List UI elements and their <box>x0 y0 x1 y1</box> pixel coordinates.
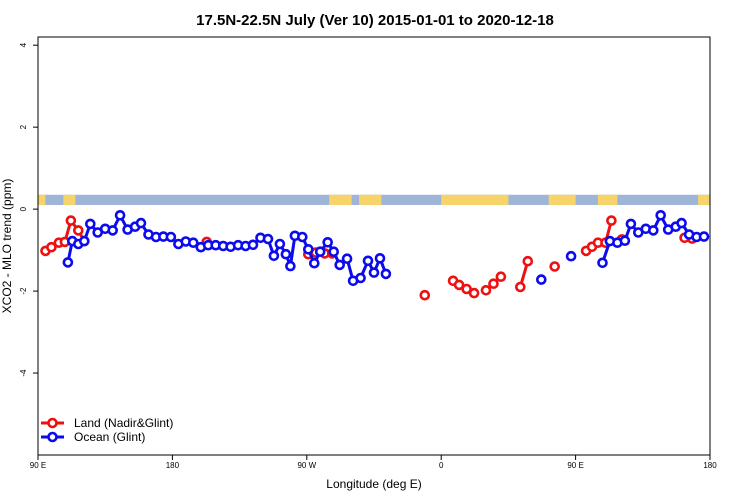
y-tick-label: 0 <box>19 206 28 211</box>
x-axis-label: Longitude (deg E) <box>326 477 421 491</box>
data-point <box>468 287 480 299</box>
y-tick-label: -2 <box>19 287 28 295</box>
data-point <box>514 281 526 293</box>
data-point <box>188 237 199 248</box>
data-point <box>285 260 296 272</box>
data-point <box>535 274 547 285</box>
y-tick-label: 2 <box>19 124 28 129</box>
data-point <box>274 238 286 250</box>
data-point <box>296 231 308 243</box>
data-point <box>308 257 320 269</box>
data-point <box>495 271 507 283</box>
data-point <box>65 215 77 226</box>
data-point <box>368 267 380 278</box>
data-point <box>565 250 577 262</box>
x-tick-label: 180 <box>166 461 180 470</box>
data-point <box>262 233 274 245</box>
data-point <box>655 210 667 221</box>
data-point <box>328 246 340 257</box>
world-map-strip <box>38 194 710 206</box>
data-point <box>268 250 280 262</box>
data-point <box>247 239 259 251</box>
x-tick-label: 90 E <box>567 461 583 470</box>
data-point <box>480 284 492 296</box>
data-point <box>522 255 534 267</box>
map-land-patch <box>329 194 352 206</box>
data-point <box>46 241 57 253</box>
data-point <box>362 255 374 267</box>
data-point <box>488 278 499 290</box>
legend-marker-ocean <box>47 431 58 443</box>
data-point <box>606 215 617 226</box>
data-point <box>647 225 659 236</box>
data-point <box>374 252 386 264</box>
map-land-patch <box>63 194 76 206</box>
data-point <box>698 231 710 242</box>
legend: Land (Nadir&Glint) Ocean (Glint) <box>41 416 173 444</box>
data-point <box>79 235 90 247</box>
data-point <box>322 237 334 248</box>
data-point <box>676 217 687 229</box>
map-land-patch <box>441 194 509 206</box>
y-tick-label: -4 <box>19 369 28 377</box>
data-point <box>165 231 177 243</box>
legend-marker-land <box>47 417 58 429</box>
map-land-patch <box>598 194 618 206</box>
series-land <box>40 215 698 301</box>
y-tick-label: 4 <box>19 42 28 47</box>
data-point <box>461 283 472 295</box>
y-axis: 4 2 0 -2 -4 <box>19 42 39 377</box>
chart-title: 17.5N-22.5N July (Ver 10) 2015-01-01 to … <box>196 12 554 29</box>
series-ocean <box>62 210 710 287</box>
data-point <box>314 246 326 257</box>
legend-label-ocean: Ocean (Glint) <box>74 430 145 444</box>
data-point <box>453 279 465 291</box>
data-point <box>419 289 431 301</box>
series-layer <box>40 210 710 301</box>
data-point <box>380 268 392 280</box>
map-land-patch <box>698 194 710 206</box>
x-tick-label: 0 <box>439 461 444 470</box>
data-point <box>625 218 637 230</box>
data-point <box>73 225 84 236</box>
map-land-patch <box>359 194 382 206</box>
x-tick-label: 180 <box>703 461 717 470</box>
data-point <box>135 217 147 229</box>
data-point <box>280 248 292 260</box>
data-point <box>302 244 314 255</box>
data-point <box>85 218 96 230</box>
x-axis: 90 E 180 90 W 0 90 E 180 <box>30 454 717 470</box>
data-point <box>341 253 353 265</box>
data-point <box>619 235 631 246</box>
map-land-patch <box>38 194 46 206</box>
data-point <box>549 261 561 272</box>
data-point <box>334 259 346 271</box>
data-point <box>107 225 118 236</box>
data-point <box>597 257 608 269</box>
data-point <box>114 210 126 221</box>
x-tick-label: 90 W <box>297 461 316 470</box>
legend-label-land: Land (Nadir&Glint) <box>74 416 173 430</box>
x-tick-label: 90 E <box>30 461 46 470</box>
map-land-patch <box>548 194 576 206</box>
data-point <box>355 272 366 284</box>
data-point <box>62 257 74 268</box>
y-axis-label: XCO2 - MLO trend (ppm) <box>0 179 14 314</box>
